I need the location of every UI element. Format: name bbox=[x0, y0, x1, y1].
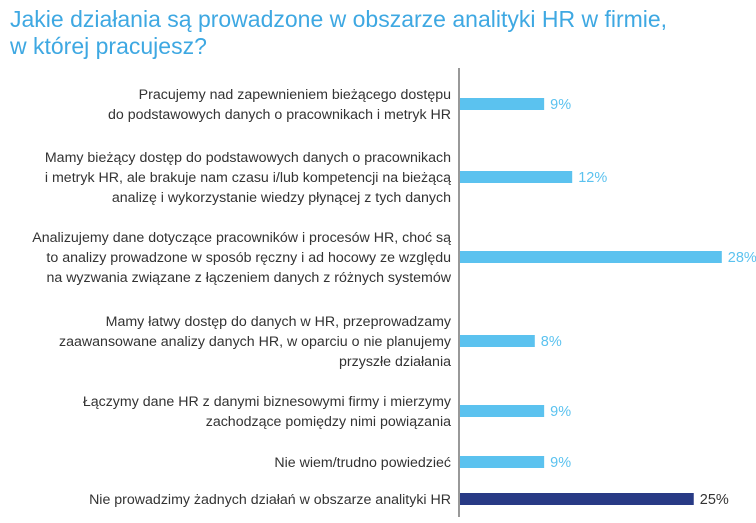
category-label-5-line-2: zachodzące pomiędzy nimi powiązania bbox=[206, 414, 451, 430]
value-label-2: 12% bbox=[578, 170, 607, 186]
category-label-2-line-3: analizę i wykorzystanie wiedzy płynącej … bbox=[112, 190, 451, 206]
category-label-6-line-1: Nie wiem/trudno powiedzieć bbox=[274, 455, 451, 471]
category-label-2-line-1: Mamy bieżący dostęp do podstawowych dany… bbox=[45, 150, 451, 166]
category-label-1-line-2: do podstawowych danych o pracownikach i … bbox=[108, 107, 451, 123]
category-label-7-line-1: Nie prowadzimy żadnych działań w obszarz… bbox=[89, 492, 451, 508]
category-label-4-line-2: zaawansowane analizy danych HR, w oparci… bbox=[59, 334, 452, 350]
chart-title: Jakie działania są prowadzone w obszarze… bbox=[10, 6, 740, 60]
category-label-3-line-2: to analizy prowadzone w sposób ręczny i … bbox=[46, 250, 451, 266]
bar-5 bbox=[460, 405, 545, 417]
category-label-4-line-1: Mamy łatwy dostęp do danych w HR, przepr… bbox=[106, 314, 452, 330]
bar-2 bbox=[460, 171, 573, 183]
category-label-2-line-2: i metryk HR, ale brakuje nam czasu i/lub… bbox=[45, 170, 451, 186]
value-label-4: 8% bbox=[541, 334, 562, 350]
chart-title-line-1: Jakie działania są prowadzone w obszarze… bbox=[10, 6, 668, 32]
value-label-3: 28% bbox=[728, 250, 756, 266]
bar-6 bbox=[460, 456, 545, 468]
category-label-3-line-3: na wyzwania związane z łączeniem danych … bbox=[46, 270, 451, 286]
bar-7 bbox=[460, 493, 694, 505]
bars-layer bbox=[460, 98, 722, 505]
value-label-1: 9% bbox=[550, 97, 571, 113]
value-label-6: 9% bbox=[550, 455, 571, 471]
category-label-5-line-1: Łączymy dane HR z danymi biznesowymi fir… bbox=[83, 394, 452, 410]
value-label-5: 9% bbox=[550, 404, 571, 420]
category-label-3-line-1: Analizujemy dane dotyczące pracowników i… bbox=[32, 230, 451, 246]
category-labels-layer: Pracujemy nad zapewnieniem bieżącego dos… bbox=[32, 87, 452, 508]
value-label-7: 25% bbox=[700, 492, 729, 508]
category-label-4-line-3: przyszłe działania bbox=[339, 354, 451, 370]
category-label-1-line-1: Pracujemy nad zapewnieniem bieżącego dos… bbox=[139, 87, 451, 103]
bar-1 bbox=[460, 98, 545, 110]
bar-3 bbox=[460, 251, 722, 263]
value-labels-layer: 9% 12% 28% 8% 9% 9% 25% bbox=[541, 97, 756, 508]
chart-title-line-2: w której pracujesz? bbox=[10, 33, 207, 59]
bar-4 bbox=[460, 335, 535, 347]
